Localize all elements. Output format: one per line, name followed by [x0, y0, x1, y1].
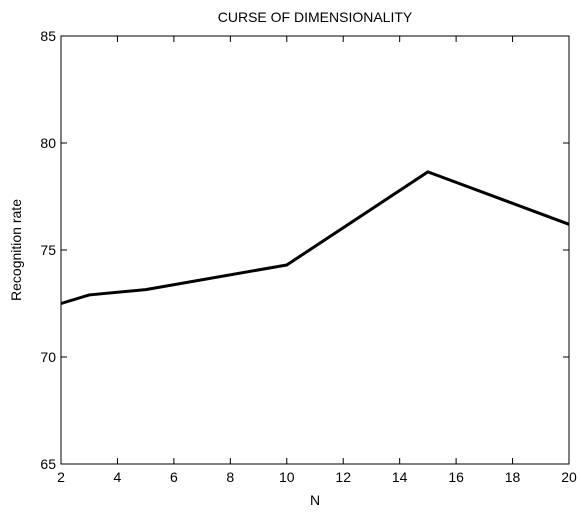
y-tick-label: 85: [40, 28, 56, 44]
x-tick-label: 2: [57, 469, 65, 485]
y-tick-label: 65: [40, 456, 56, 472]
x-tick-label: 18: [505, 469, 521, 485]
x-axis-label: N: [310, 492, 320, 508]
x-tick-label: 12: [335, 469, 351, 485]
y-tick-label: 75: [40, 242, 56, 258]
y-tick-label: 80: [40, 135, 56, 151]
y-axis-label: Recognition rate: [8, 199, 24, 301]
data-line: [60, 170, 570, 305]
chart-title: CURSE OF DIMENSIONALITY: [218, 9, 413, 25]
x-tick-label: 14: [392, 469, 408, 485]
x-tick-label: 4: [114, 469, 122, 485]
x-tick-label: 6: [170, 469, 178, 485]
y-tick-label: 70: [40, 349, 56, 365]
x-tick-label: 10: [279, 469, 295, 485]
x-tick-label: 8: [226, 469, 234, 485]
x-tick-label: 20: [561, 469, 577, 485]
x-tick-label: 16: [448, 469, 464, 485]
